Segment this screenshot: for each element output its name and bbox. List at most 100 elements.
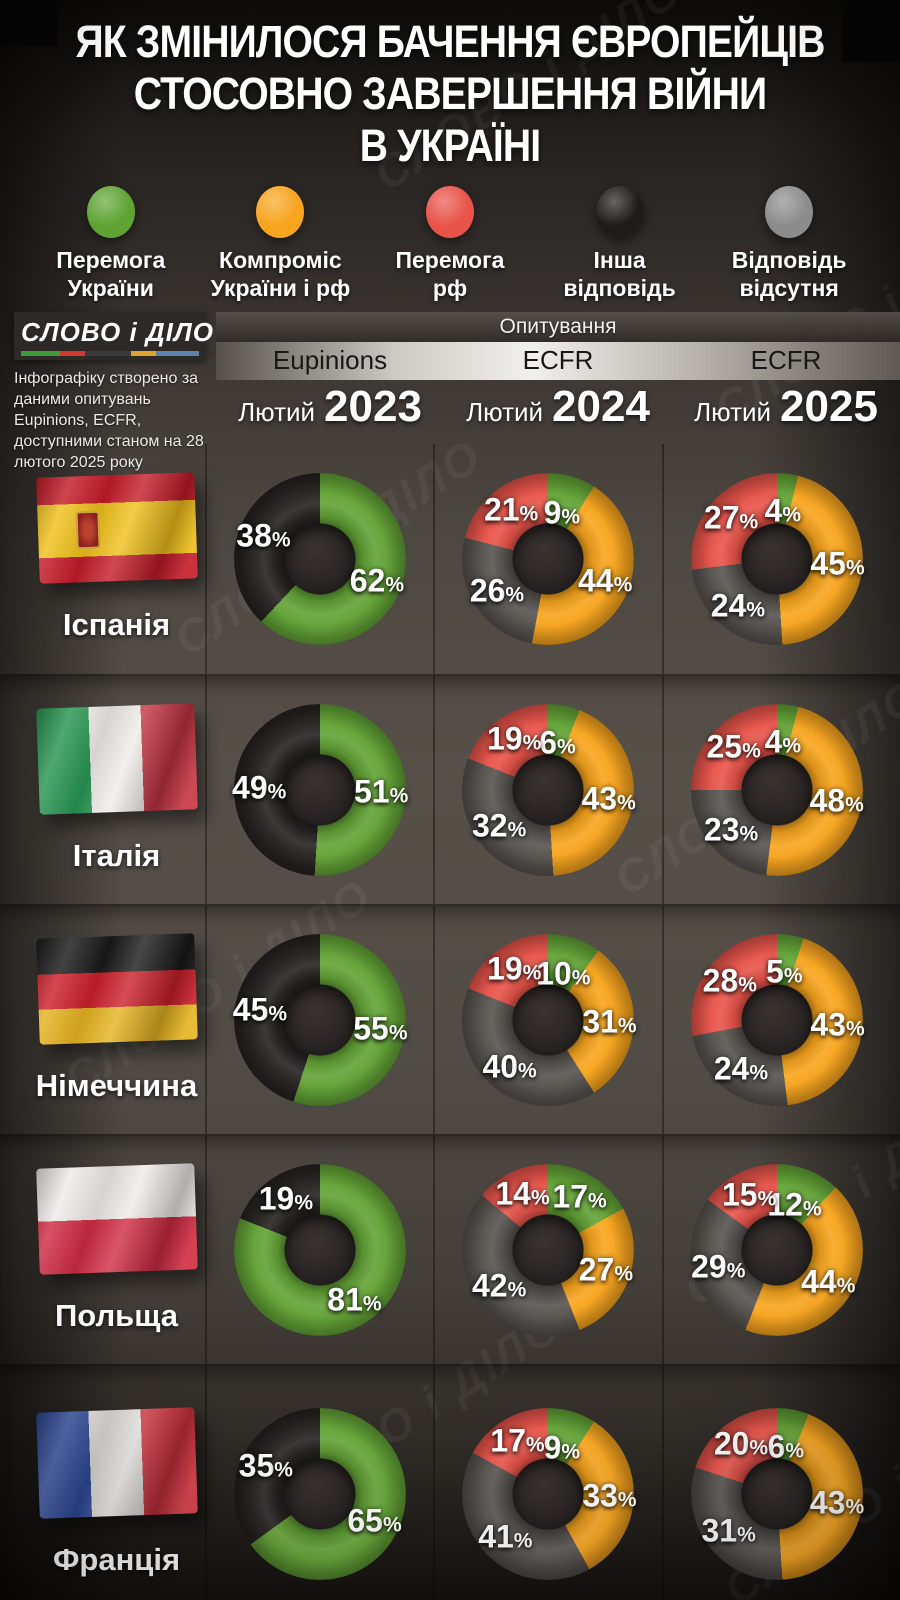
donut-chart-france-2023: 65% 35% xyxy=(234,1407,407,1580)
country-name: Франція xyxy=(52,1541,181,1577)
donut-chart-spain-2025: 4% 45% 24% 27% xyxy=(690,472,865,645)
table-row: Польща 81% 19% 17% 27% 42% 14% 12% 44% 29% 15% xyxy=(0,1133,900,1364)
donut-ring xyxy=(690,1163,863,1336)
donut-chart-italy-2025: 4% 48% 23% 25% xyxy=(690,703,864,876)
country-cell-germany: Німеччина xyxy=(0,906,205,1134)
donut-chart-italy-2023: 51% 49% xyxy=(232,703,408,876)
logo-bar-segment xyxy=(85,350,132,356)
donut-chart-poland-2024: 17% 27% 42% 14% xyxy=(462,1163,635,1336)
legend-item-no_answer: Відповідь відсутня xyxy=(704,185,874,302)
survey-date-2023: Лютий 2023 xyxy=(216,382,444,440)
survey-date-2024: Лютий 2024 xyxy=(444,382,672,440)
logo-bar-segment xyxy=(131,350,157,356)
donut-ring xyxy=(690,703,863,876)
country-name: Німеччина xyxy=(35,1067,198,1103)
survey-date-month: Лютий xyxy=(238,396,316,427)
donut-ring xyxy=(462,472,635,645)
logo-bar-segment xyxy=(60,350,86,356)
survey-date-year: 2025 xyxy=(780,381,878,431)
legend-label: Перемога України xyxy=(56,246,166,301)
flag-italy xyxy=(35,702,198,815)
survey-source-2024: ECFR xyxy=(522,345,594,376)
donut-ring xyxy=(462,933,635,1106)
logo-bar-segment xyxy=(156,350,199,356)
header-band: СЛОВО і ДІЛО Інфографіку створено за дан… xyxy=(0,311,900,471)
survey-date-2025: Лютий 2025 xyxy=(672,382,900,440)
donut-ring xyxy=(234,933,407,1106)
donut-chart-poland-2025: 12% 44% 29% 15% xyxy=(690,1163,863,1336)
title-line-1: ЯК ЗМІНИЛОСЯ БАЧЕННЯ ЄВРОПЕЙЦІВ xyxy=(75,16,825,67)
country-cell-spain: Іспанія xyxy=(0,444,205,674)
donut-cell-poland-2023: 81% 19% xyxy=(205,1135,433,1364)
table-row: Франція 65% 35% 9% 33% 41% 17% 6% 43% 31% 20% xyxy=(0,1363,900,1600)
table-row: Італія 51% 49% 6% 43% 32% 19% 4% 48% 23% 25% xyxy=(0,673,900,904)
donut-chart-spain-2023: 62% 38% xyxy=(234,472,407,645)
donut-cell-france-2025: 6% 43% 31% 20% xyxy=(661,1365,890,1600)
country-cell-italy: Італія xyxy=(0,676,205,904)
legend-item-ukraine_win: Перемога України xyxy=(26,185,196,302)
donut-cell-poland-2025: 12% 44% 29% 15% xyxy=(661,1135,890,1364)
source-note: Інфографіку створено за даними опитувань… xyxy=(14,369,204,472)
logo: СЛОВО і ДІЛО xyxy=(14,311,214,360)
donut-chart-germany-2025: 5% 43% 24% 28% xyxy=(690,933,865,1106)
donut-cell-italy-2024: 6% 43% 32% 19% xyxy=(433,675,661,904)
donut-chart-germany-2023: 55% 45% xyxy=(233,933,408,1106)
logo-bar-segment xyxy=(21,350,61,356)
survey-header-title: Опитування xyxy=(216,311,900,342)
legend-dot-compromise-icon xyxy=(256,185,305,238)
survey-date-year: 2024 xyxy=(552,381,650,431)
donut-ring xyxy=(462,1407,635,1580)
donut-cell-spain-2025: 4% 45% 24% 27% xyxy=(661,443,890,674)
donut-ring xyxy=(462,1163,635,1336)
survey-date-month: Лютий xyxy=(694,396,772,427)
donut-cell-france-2023: 65% 35% xyxy=(205,1365,433,1600)
donut-cell-germany-2024: 10% 31% 40% 19% xyxy=(433,905,661,1134)
title-line-2: СТОСОВНО ЗАВЕРШЕННЯ ВІЙНИ xyxy=(133,68,767,120)
table-row: Німеччина 55% 45% 10% 31% 40% 19% 5% 43% 24% 28% xyxy=(0,903,900,1134)
survey-date-year: 2023 xyxy=(324,381,422,431)
donut-cell-germany-2023: 55% 45% xyxy=(205,905,433,1134)
flag-spain xyxy=(35,471,198,584)
legend-dot-other-icon xyxy=(595,185,644,238)
legend: Перемога України Компроміс України і рф Пере… xyxy=(0,185,900,302)
title-line-3: В УКРАЇНІ xyxy=(359,120,541,172)
legend-label: Інша відповідь xyxy=(563,246,676,301)
country-cell-france: Франція xyxy=(0,1366,205,1600)
donut-ring xyxy=(690,933,863,1106)
donut-cell-germany-2025: 5% 43% 24% 28% xyxy=(661,905,890,1134)
legend-item-other: Інша відповідь xyxy=(535,185,705,302)
table-row: Іспанія 62% 38% 9% 44% 26% 21% 4% 45% 24% 27% xyxy=(0,443,900,674)
survey-source-2023: Eupinions xyxy=(272,345,388,376)
donut-chart-germany-2024: 10% 31% 40% 19% xyxy=(462,933,637,1106)
donut-ring xyxy=(234,472,407,645)
corner-mark-top-left xyxy=(0,0,58,46)
logo-text: СЛОВО і ДІЛО xyxy=(21,316,214,347)
legend-item-compromise: Компроміс України і рф xyxy=(196,185,366,302)
country-name: Польща xyxy=(55,1297,178,1333)
logo-color-bar xyxy=(21,350,199,356)
donut-ring xyxy=(462,703,635,876)
donut-cell-spain-2024: 9% 44% 26% 21% xyxy=(433,443,661,674)
country-cell-poland: Польща xyxy=(0,1136,205,1364)
donut-cell-spain-2023: 62% 38% xyxy=(205,443,433,674)
page-title: ЯК ЗМІНИЛОСЯ БАЧЕННЯ ЄВРОПЕЙЦІВ СТОСОВНО… xyxy=(59,0,842,173)
source-box: СЛОВО і ДІЛО Інфографіку створено за дан… xyxy=(14,311,214,471)
flag-poland xyxy=(35,1162,198,1275)
donut-cell-italy-2025: 4% 48% 23% 25% xyxy=(661,675,890,904)
country-name: Італія xyxy=(72,837,161,873)
legend-label: Компроміс України і рф xyxy=(210,246,351,301)
donut-chart-france-2025: 6% 43% 31% 20% xyxy=(690,1407,864,1580)
survey-header-area: Опитування Eupinions ECFR ECFR Лютий 2023 Лю… xyxy=(216,311,900,440)
donut-ring xyxy=(234,703,407,876)
donut-chart-poland-2023: 81% 19% xyxy=(234,1163,407,1336)
donut-chart-france-2024: 9% 33% 41% 17% xyxy=(462,1407,637,1580)
donut-ring xyxy=(690,472,863,645)
legend-dot-rf_win-icon xyxy=(425,185,474,238)
survey-date-month: Лютий xyxy=(466,396,544,427)
legend-item-rf_win: Перемога рф xyxy=(365,185,535,302)
donut-table: Іспанія 62% 38% 9% 44% 26% 21% 4% 45% 24% 27% Італі… xyxy=(0,443,900,1600)
donut-ring xyxy=(234,1407,407,1580)
legend-label: Перемога рф xyxy=(395,246,505,301)
legend-dot-no_answer-icon xyxy=(765,185,814,238)
